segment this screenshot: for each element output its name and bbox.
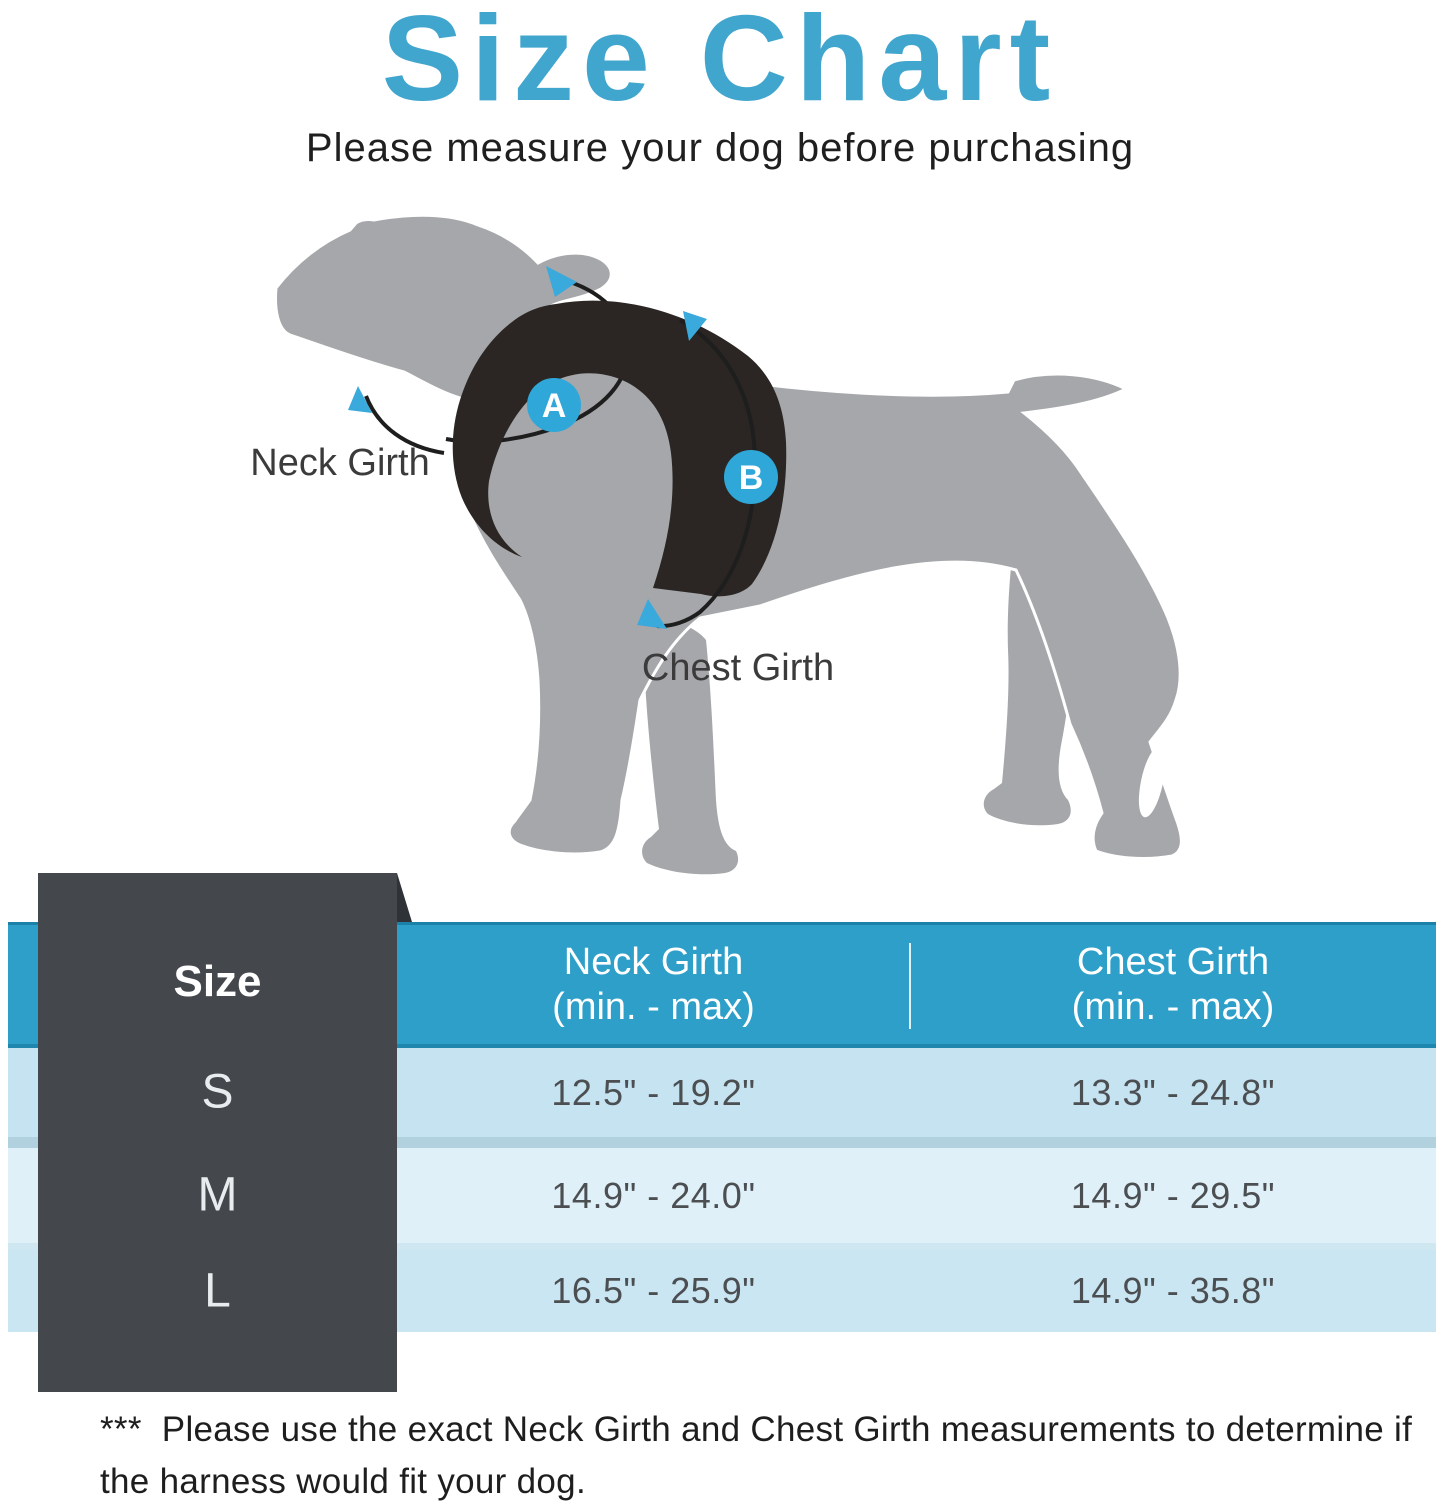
dog-far-front-leg: [634, 610, 739, 875]
chest-girth-header-line2: (min. - max): [1071, 985, 1275, 1028]
header-column-divider: [909, 943, 911, 1029]
chest-girth-column-header: Chest Girth (min. - max): [910, 940, 1436, 1030]
page-subtitle: Please measure your dog before purchasin…: [305, 126, 1135, 170]
row-separator: [8, 1243, 1436, 1250]
size-m-chest-girth: 14.9" - 29.5": [1070, 1174, 1276, 1216]
arrow-neck-left-icon: [348, 386, 372, 413]
badge-b-label: B: [739, 459, 764, 497]
size-m-neck-girth: 14.9" - 24.0": [551, 1174, 756, 1216]
badge-b-circle: [724, 450, 778, 504]
arrow-chest-top-icon: [683, 311, 707, 341]
row-separator: [8, 1044, 1436, 1048]
footnote-line1: *** Please use the exact Neck Girth and …: [100, 1410, 1413, 1449]
neck-girth-header-line2: (min. - max): [552, 985, 755, 1028]
chest-girth-header-line1: Chest Girth: [1076, 940, 1270, 983]
arrow-neck-top-icon: [546, 266, 577, 297]
size-l-chest-girth: 14.9" - 35.8": [1070, 1270, 1276, 1311]
harness: [452, 300, 787, 597]
rear-leg-gap: [1138, 746, 1166, 818]
neck-girth-label: Neck Girth: [250, 442, 429, 484]
chest-girth-ellipse-arc: [656, 318, 758, 629]
footnote-line2: the harness would fit your dog.: [100, 1462, 586, 1501]
size-l-neck-girth: 16.5" - 25.9": [551, 1270, 756, 1311]
page-title: Size Chart: [381, 0, 1059, 126]
size-column-panel: Size S M L: [38, 873, 397, 1392]
size-l-label: L: [204, 1264, 231, 1318]
chest-girth-label: Chest Girth: [642, 647, 834, 689]
neck-girth-ellipse-arc-lower: [364, 395, 445, 455]
neck-girth-column-header: Neck Girth (min. - max): [397, 940, 910, 1030]
size-m-label: M: [197, 1168, 238, 1222]
dog-measurement-diagram: A B Neck Girth Chest Girth: [250, 213, 1183, 875]
size-s-chest-girth: 13.3" - 24.8": [1070, 1071, 1276, 1113]
size-s-neck-girth: 12.5" - 19.2": [551, 1071, 756, 1113]
size-column-title: Size: [173, 957, 262, 1006]
badge-a-label: A: [542, 387, 567, 425]
neck-girth-header-line1: Neck Girth: [563, 940, 744, 983]
size-s-label: S: [201, 1065, 234, 1119]
badge-a-circle: [527, 378, 581, 432]
row-separator: [8, 1137, 1436, 1148]
arrow-chest-bottom-icon: [637, 599, 667, 629]
